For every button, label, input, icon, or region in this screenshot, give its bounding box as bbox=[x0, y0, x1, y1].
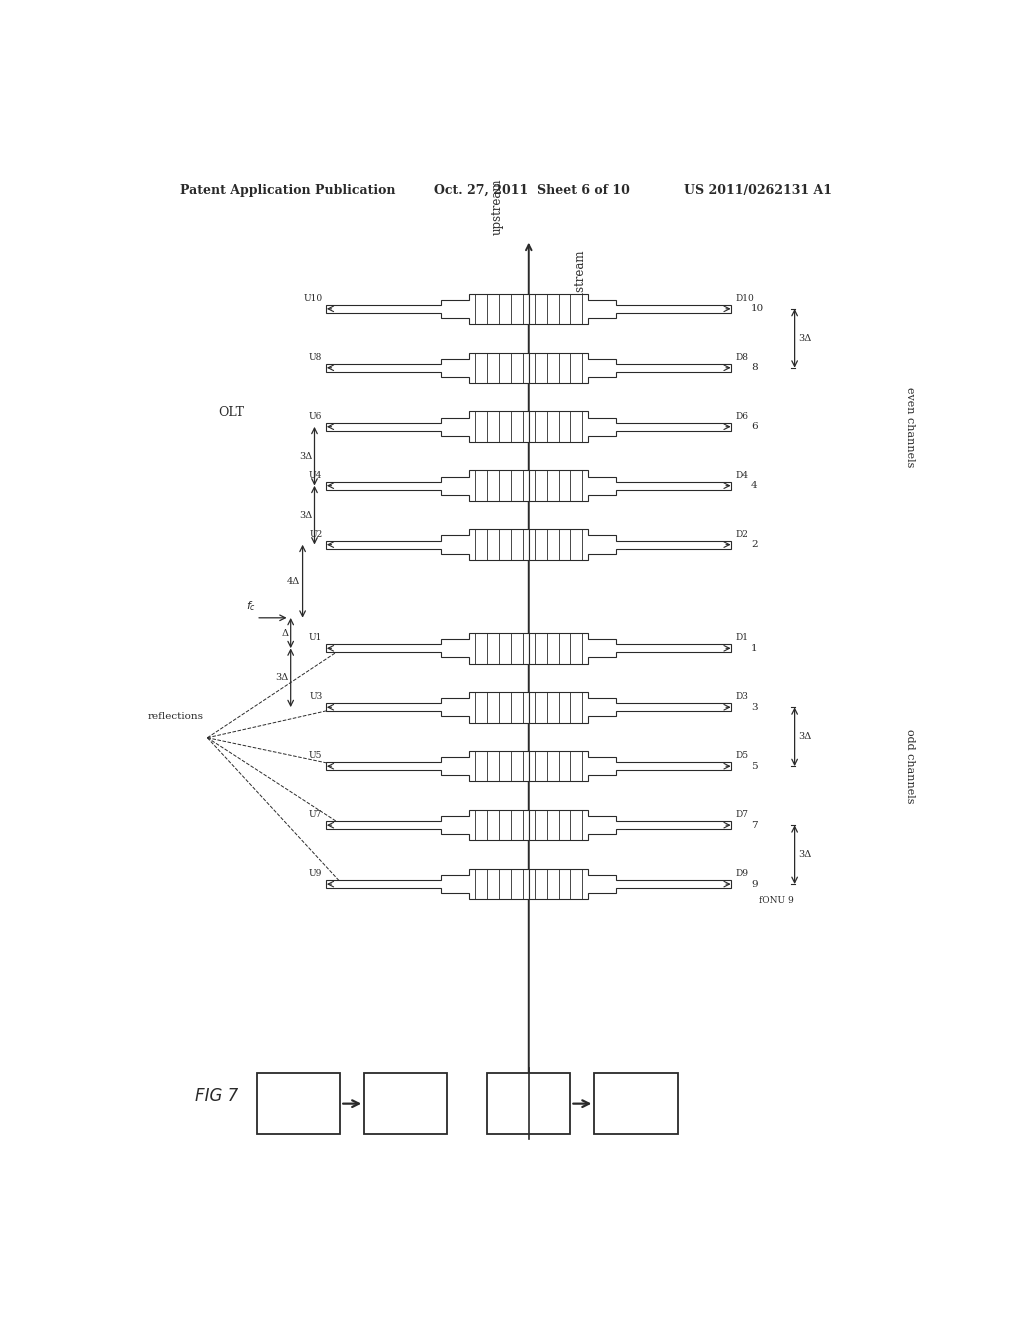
Text: FIG 7: FIG 7 bbox=[196, 1086, 239, 1105]
Text: D6: D6 bbox=[735, 412, 749, 421]
FancyBboxPatch shape bbox=[487, 1073, 570, 1134]
Text: reflections: reflections bbox=[147, 713, 204, 721]
Polygon shape bbox=[528, 529, 731, 560]
FancyBboxPatch shape bbox=[365, 1073, 447, 1134]
Text: 3Δ: 3Δ bbox=[799, 334, 812, 343]
Text: 4: 4 bbox=[751, 482, 758, 490]
Text: Δ: Δ bbox=[282, 628, 289, 638]
Text: U2: U2 bbox=[309, 529, 323, 539]
Text: U5: U5 bbox=[309, 751, 323, 760]
Text: upstream: upstream bbox=[490, 178, 504, 235]
FancyBboxPatch shape bbox=[594, 1073, 678, 1134]
Text: D3: D3 bbox=[735, 692, 748, 701]
Text: 3Δ: 3Δ bbox=[299, 511, 312, 520]
Text: D4: D4 bbox=[735, 471, 749, 479]
Text: OLT: OLT bbox=[283, 1097, 314, 1110]
Text: ONU: ONU bbox=[617, 1097, 654, 1110]
Polygon shape bbox=[327, 692, 528, 722]
Text: 2: 2 bbox=[751, 540, 758, 549]
Text: 4Δ: 4Δ bbox=[287, 577, 300, 586]
Polygon shape bbox=[327, 412, 528, 442]
Text: U10: U10 bbox=[303, 294, 323, 302]
Text: 3Δ: 3Δ bbox=[299, 451, 312, 461]
Polygon shape bbox=[327, 869, 528, 899]
Polygon shape bbox=[528, 869, 731, 899]
Text: D5: D5 bbox=[735, 751, 749, 760]
Text: 6: 6 bbox=[751, 422, 758, 432]
Text: 1: 1 bbox=[751, 644, 758, 653]
Text: D1: D1 bbox=[735, 634, 749, 643]
FancyBboxPatch shape bbox=[257, 1073, 340, 1134]
Text: UST: UST bbox=[389, 1097, 422, 1110]
Polygon shape bbox=[528, 692, 731, 722]
Text: D8: D8 bbox=[735, 352, 749, 362]
Text: 3Δ: 3Δ bbox=[799, 850, 812, 859]
Text: odd channels: odd channels bbox=[904, 729, 914, 804]
Polygon shape bbox=[327, 529, 528, 560]
Polygon shape bbox=[528, 352, 731, 383]
Polygon shape bbox=[327, 352, 528, 383]
Polygon shape bbox=[327, 810, 528, 841]
Polygon shape bbox=[327, 751, 528, 781]
Text: Oct. 27, 2011  Sheet 6 of 10: Oct. 27, 2011 Sheet 6 of 10 bbox=[433, 183, 630, 197]
Text: D10: D10 bbox=[735, 294, 754, 302]
Text: U1: U1 bbox=[309, 634, 323, 643]
Text: 5: 5 bbox=[751, 762, 758, 771]
Polygon shape bbox=[327, 634, 528, 664]
Polygon shape bbox=[528, 293, 731, 325]
Polygon shape bbox=[528, 470, 731, 500]
Text: U9: U9 bbox=[309, 869, 323, 878]
Text: 7: 7 bbox=[751, 821, 758, 830]
Polygon shape bbox=[528, 751, 731, 781]
Text: U6: U6 bbox=[309, 412, 323, 421]
Text: 8: 8 bbox=[751, 363, 758, 372]
Text: 3: 3 bbox=[751, 702, 758, 711]
Polygon shape bbox=[528, 810, 731, 841]
Text: DST: DST bbox=[513, 1097, 545, 1110]
Polygon shape bbox=[528, 412, 731, 442]
Text: D7: D7 bbox=[735, 810, 749, 818]
Text: OLT: OLT bbox=[218, 407, 244, 418]
Text: Patent Application Publication: Patent Application Publication bbox=[179, 183, 395, 197]
Text: 3Δ: 3Δ bbox=[275, 673, 289, 682]
Text: 10: 10 bbox=[751, 305, 764, 313]
Polygon shape bbox=[327, 470, 528, 500]
Text: U3: U3 bbox=[309, 692, 323, 701]
Polygon shape bbox=[327, 293, 528, 325]
Text: US 2011/0262131 A1: US 2011/0262131 A1 bbox=[684, 183, 831, 197]
Text: $f_c$: $f_c$ bbox=[247, 599, 257, 612]
Text: U8: U8 bbox=[309, 352, 323, 362]
Text: D9: D9 bbox=[735, 869, 749, 878]
Text: D2: D2 bbox=[735, 529, 748, 539]
Text: 3Δ: 3Δ bbox=[799, 733, 812, 742]
Text: downstream: downstream bbox=[573, 249, 587, 323]
Text: 9: 9 bbox=[751, 879, 758, 888]
Text: U4: U4 bbox=[309, 471, 323, 479]
Polygon shape bbox=[528, 634, 731, 664]
Text: fONU 9: fONU 9 bbox=[759, 896, 794, 906]
Text: even channels: even channels bbox=[904, 387, 914, 467]
Text: U7: U7 bbox=[309, 810, 323, 818]
